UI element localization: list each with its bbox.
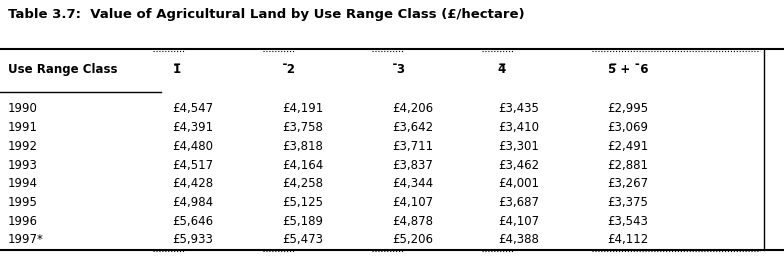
Text: £3,410: £3,410	[498, 121, 539, 134]
Text: £5,206: £5,206	[392, 233, 433, 247]
Text: £4,878: £4,878	[392, 215, 433, 228]
Text: £3,375: £3,375	[608, 196, 648, 209]
Text: £4,480: £4,480	[172, 140, 213, 153]
Text: £4,112: £4,112	[608, 233, 649, 247]
Text: Use Range Class: Use Range Class	[8, 63, 118, 76]
Text: 1992: 1992	[8, 140, 38, 153]
Text: £3,837: £3,837	[392, 158, 433, 172]
Text: £4,391: £4,391	[172, 121, 213, 134]
Text: £3,711: £3,711	[392, 140, 433, 153]
Text: 1995: 1995	[8, 196, 38, 209]
Text: £4,344: £4,344	[392, 177, 433, 190]
Text: 4̅: 4̅	[498, 63, 506, 76]
Text: £4,428: £4,428	[172, 177, 213, 190]
Text: £3,642: £3,642	[392, 121, 433, 134]
Text: £5,125: £5,125	[282, 196, 323, 209]
Text: 1997*: 1997*	[8, 233, 44, 247]
Text: £4,388: £4,388	[498, 233, 539, 247]
Text: £4,107: £4,107	[498, 215, 539, 228]
Text: £4,547: £4,547	[172, 102, 213, 115]
Text: 1990: 1990	[8, 102, 38, 115]
Text: £3,435: £3,435	[498, 102, 539, 115]
Text: £3,267: £3,267	[608, 177, 648, 190]
Text: £2,881: £2,881	[608, 158, 648, 172]
Text: £2,491: £2,491	[608, 140, 649, 153]
Text: £4,517: £4,517	[172, 158, 213, 172]
Text: £4,107: £4,107	[392, 196, 433, 209]
Text: 1994: 1994	[8, 177, 38, 190]
Text: Table 3.7:  Value of Agricultural Land by Use Range Class (£/hectare): Table 3.7: Value of Agricultural Land by…	[8, 8, 524, 21]
Text: 1996: 1996	[8, 215, 38, 228]
Text: £3,301: £3,301	[498, 140, 539, 153]
Text: 1̅: 1̅	[172, 63, 180, 76]
Text: £3,758: £3,758	[282, 121, 323, 134]
Text: £4,001: £4,001	[498, 177, 539, 190]
Text: £5,933: £5,933	[172, 233, 213, 247]
Text: £4,164: £4,164	[282, 158, 324, 172]
Text: £5,646: £5,646	[172, 215, 213, 228]
Text: £3,818: £3,818	[282, 140, 323, 153]
Text: £4,258: £4,258	[282, 177, 323, 190]
Text: £3,069: £3,069	[608, 121, 648, 134]
Text: £3,543: £3,543	[608, 215, 648, 228]
Text: ¯3: ¯3	[392, 63, 406, 76]
Text: £5,189: £5,189	[282, 215, 323, 228]
Text: 5̅ + ¯6: 5̅ + ¯6	[608, 63, 648, 76]
Text: £5,473: £5,473	[282, 233, 323, 247]
Text: £4,984: £4,984	[172, 196, 213, 209]
Text: £3,687: £3,687	[498, 196, 539, 209]
Text: £3,462: £3,462	[498, 158, 539, 172]
Text: £4,191: £4,191	[282, 102, 324, 115]
Text: 1993: 1993	[8, 158, 38, 172]
Text: 1991: 1991	[8, 121, 38, 134]
Text: £4,206: £4,206	[392, 102, 433, 115]
Text: £2,995: £2,995	[608, 102, 648, 115]
Text: ¯2: ¯2	[282, 63, 296, 76]
